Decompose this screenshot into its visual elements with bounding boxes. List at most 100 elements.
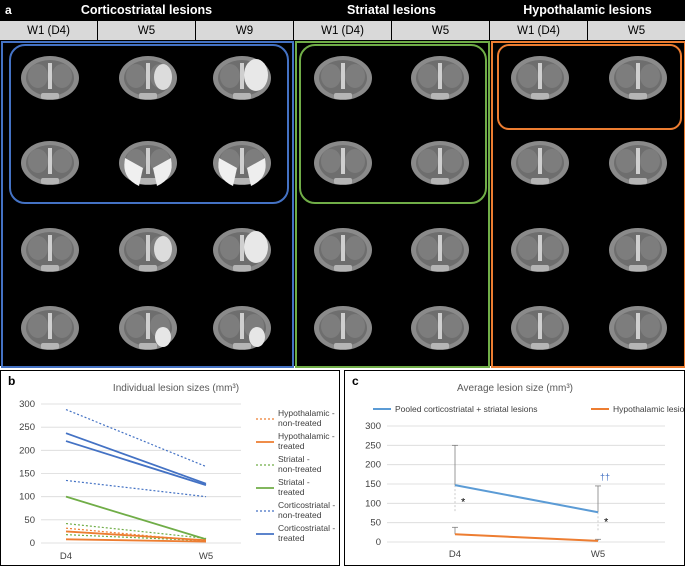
mri-slice-image	[117, 53, 179, 107]
legend-label: treated	[278, 441, 305, 451]
series-line	[65, 479, 207, 498]
mri-slice-image	[409, 138, 471, 192]
panel-label-a: a	[5, 3, 12, 17]
series-line	[65, 527, 207, 542]
mri-slice-image	[312, 303, 374, 357]
group-header-hypothalamic: Hypothalamic lesions	[490, 0, 685, 20]
mri-slice-image	[19, 138, 81, 192]
y-tick-label: 200	[365, 460, 381, 471]
group-title: Corticostriatal lesions	[80, 3, 213, 17]
panel-label-b: b	[8, 374, 16, 388]
chart-b: Individual lesion sizes (mm³) 0 50 100 150 20…	[19, 383, 335, 562]
mri-slice-image	[312, 53, 374, 107]
x-tick-label: W5	[199, 551, 213, 562]
mri-slice-image	[312, 138, 374, 192]
series-line	[65, 432, 207, 485]
series-line	[65, 440, 207, 486]
y-tick-label: 0	[30, 538, 35, 549]
corticostriatal-highlight	[9, 44, 289, 204]
striatal-highlight	[299, 44, 487, 204]
timepoint-label: W5	[98, 21, 195, 40]
y-tick-label: 100	[19, 492, 35, 503]
series-line	[65, 495, 207, 541]
legend-label: Corticostriatal -	[278, 500, 335, 510]
x-tick-label: D4	[449, 549, 461, 560]
chart-c: Average lesion size (mm³) Pooled corticos…	[365, 383, 684, 560]
y-tick-label: 150	[19, 469, 35, 480]
mri-slice-image	[509, 303, 571, 357]
y-tick-label: 0	[376, 537, 381, 548]
mri-slice-image	[607, 303, 669, 357]
series-line	[65, 538, 207, 543]
mri-slice-image	[409, 53, 471, 107]
timepoint-label: W1 (D4)	[0, 21, 97, 40]
series-line	[65, 534, 207, 542]
legend-label: Hypothalamic -	[278, 431, 335, 441]
timepoint-label: W5	[392, 21, 489, 40]
legend-label: Striatal -	[278, 454, 310, 464]
y-tick-label: 250	[19, 422, 35, 433]
mri-slice-image	[409, 303, 471, 357]
corticostriatal-frame	[1, 41, 294, 368]
hypothalamic-highlight	[497, 44, 682, 130]
timepoint-label: W1 (D4)	[294, 21, 391, 40]
mri-slice-image	[19, 303, 81, 357]
panel-a: Corticostriatal lesions a Striatal lesio…	[0, 0, 685, 368]
y-tick-label: 250	[365, 440, 381, 451]
mri-slice-image	[509, 53, 571, 107]
timepoint-label: W9	[196, 21, 293, 40]
mri-slice-image	[117, 138, 179, 192]
y-tick-label: 150	[365, 479, 381, 490]
y-tick-label: 300	[365, 421, 381, 432]
mri-slice-image	[211, 53, 273, 107]
mri-slice-image	[509, 138, 571, 192]
y-tick-label: 300	[19, 399, 35, 410]
group-title: Hypothalamic lesions	[523, 3, 652, 17]
series-line	[454, 484, 599, 514]
striatal-frame	[295, 41, 490, 368]
panel-c: c Average lesion size (mm³) Pooled cortic…	[344, 370, 685, 566]
legend-label: Corticostriatal -	[278, 523, 335, 533]
y-tick-label: 200	[19, 445, 35, 456]
mri-slice-image	[117, 225, 179, 279]
group-header-striatal: Striatal lesions	[294, 0, 489, 20]
group-header-corticostriatal: Corticostriatal lesions	[0, 0, 293, 20]
group-title: Striatal lesions	[347, 3, 436, 17]
timepoint-label: W5	[588, 21, 685, 40]
x-tick-label: D4	[60, 551, 72, 562]
legend-label: non-treated	[278, 510, 322, 520]
significance-annotation: ††	[600, 472, 610, 482]
y-tick-label: 50	[370, 518, 381, 529]
series-line	[65, 522, 207, 539]
series-line	[454, 533, 599, 542]
significance-annotation: *	[604, 516, 609, 528]
significance-annotation: *	[461, 496, 466, 508]
mri-slice-image	[211, 138, 273, 192]
legend-label: Pooled corticostriatal + striatal lesion…	[395, 404, 537, 414]
panel-label-c: c	[352, 374, 359, 388]
legend-label: Striatal -	[278, 477, 310, 487]
mri-slice-image	[117, 303, 179, 357]
legend-label: Hypothalamic lesions	[613, 404, 684, 414]
series-line	[65, 409, 207, 468]
mri-slice-image	[211, 225, 273, 279]
mri-slice-image	[607, 225, 669, 279]
chart-title: Individual lesion sizes (mm³)	[113, 383, 239, 394]
mri-slice-image	[312, 225, 374, 279]
legend-label: non-treated	[278, 464, 322, 474]
mri-slice-image	[607, 138, 669, 192]
legend-label: treated	[278, 487, 305, 497]
timepoint-label: W1 (D4)	[490, 21, 587, 40]
panel-b: b Individual lesion sizes (mm³) 0 50 100 150…	[0, 370, 340, 566]
legend-label: non-treated	[278, 418, 322, 428]
y-tick-label: 100	[365, 498, 381, 509]
mri-slice-image	[211, 303, 273, 357]
legend-label: Hypothalamic -	[278, 408, 335, 418]
mri-slice-image	[509, 225, 571, 279]
legend-label: treated	[278, 533, 305, 543]
mri-slice-image	[409, 225, 471, 279]
x-tick-label: W5	[591, 549, 605, 560]
mri-slice-image	[607, 53, 669, 107]
y-tick-label: 50	[24, 515, 35, 526]
mri-slice-image	[19, 53, 81, 107]
